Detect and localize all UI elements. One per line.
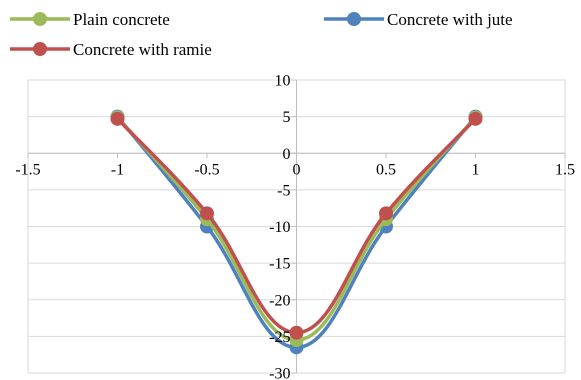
y-tick-label: -15 xyxy=(269,256,290,273)
y-tick-label: -10 xyxy=(269,219,290,236)
y-tick-label: -5 xyxy=(277,182,290,199)
x-tick-label: -1.5 xyxy=(15,161,40,178)
x-tick-labels: -1.5 -1 -0.5 0 0.5 1 1.5 xyxy=(15,161,575,178)
series-lines xyxy=(110,109,483,355)
legend-item-concrete-with-ramie: Concrete with ramie xyxy=(10,40,212,59)
y-tick-label: -30 xyxy=(269,366,290,380)
legend-item-plain-concrete: Plain concrete xyxy=(10,10,170,29)
legend-swatch-marker xyxy=(33,42,47,56)
data-point-concrete-with-ramie xyxy=(200,206,214,221)
x-tick-label: 0.5 xyxy=(376,161,396,178)
x-tick-label: 1 xyxy=(472,161,480,178)
x-tick-label: 0 xyxy=(293,161,301,178)
data-point-concrete-with-ramie xyxy=(110,111,125,126)
axes xyxy=(27,79,566,374)
x-tick-label: -1 xyxy=(111,161,124,178)
data-point-concrete-with-ramie xyxy=(289,325,304,340)
legend-item-concrete-with-jute: Concrete with jute xyxy=(324,10,513,29)
legend-swatch-marker xyxy=(347,12,361,26)
legend-label: Plain concrete xyxy=(73,10,170,29)
data-point-concrete-with-ramie xyxy=(468,111,483,126)
legend-swatch-marker xyxy=(33,12,47,26)
y-tick-label: -25 xyxy=(269,329,290,346)
x-tick-label: 1.5 xyxy=(555,161,575,178)
legend-label: Concrete with ramie xyxy=(73,40,212,59)
y-tick-label: 5 xyxy=(283,109,291,126)
data-point-concrete-with-ramie xyxy=(379,206,393,221)
x-tick-label: -0.5 xyxy=(194,161,219,178)
y-tick-label: 10 xyxy=(275,73,291,90)
y-tick-labels: 10 5 0 -5 -10 -15 -20 -25 -30 xyxy=(269,73,290,380)
legend-label: Concrete with jute xyxy=(387,10,513,29)
y-tick-label: -20 xyxy=(269,292,290,309)
legend: Plain concrete Concrete with jute Concrete… xyxy=(10,10,513,59)
y-tick-label: 0 xyxy=(283,146,291,163)
